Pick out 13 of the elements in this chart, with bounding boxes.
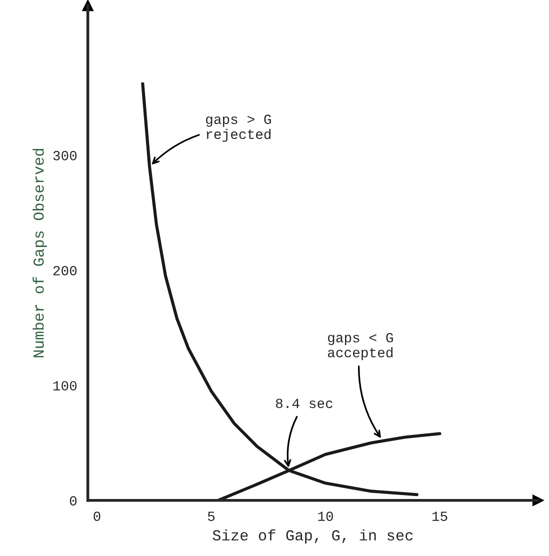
x-tick-label: 15 <box>432 512 448 522</box>
annotation: gaps < G accepted <box>328 332 393 360</box>
y-tick-label: 0 <box>70 496 77 506</box>
x-tick-label: 5 <box>208 512 215 522</box>
x-tick-label: 0 <box>94 512 100 522</box>
y-axis-title: Number of Gaps Observed <box>32 148 47 358</box>
y-tick-label: 200 <box>53 266 77 276</box>
annotation: 8.4 sec <box>276 398 332 408</box>
x-axis-title: Size of Gap, G, in sec <box>212 529 413 544</box>
y-tick-label: 100 <box>53 381 77 390</box>
x-tick-label: 10 <box>318 512 333 522</box>
y-tick-label: 300 <box>53 150 77 160</box>
annotation: gaps > G rejected <box>206 114 271 142</box>
